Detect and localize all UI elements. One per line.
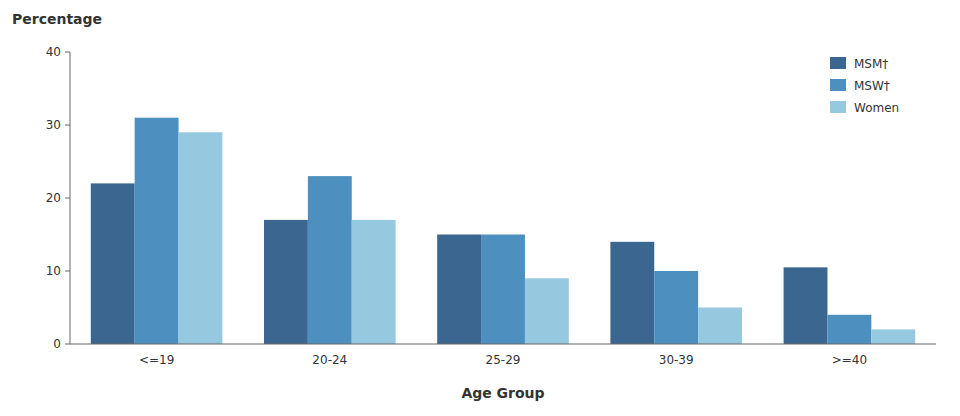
bar [827,315,871,344]
bar [264,220,308,344]
legend-swatch [830,79,846,91]
y-tick [65,198,70,199]
legend-label: MSW† [854,79,890,93]
bar [654,271,698,344]
x-axis: <=19 20-24 25-29 30-39 >=40 [70,344,936,367]
bar [525,278,569,344]
bar [179,132,223,344]
x-tick-label: >=40 [832,353,867,367]
bar [871,329,915,344]
y-tick-label: 20 [46,191,61,205]
x-axis-line [70,344,936,345]
y-axis: 0 10 20 30 40 [46,45,70,351]
bar [135,118,179,344]
y-tick-label: 40 [46,45,61,59]
legend-swatch [830,57,846,69]
x-axis-label: Age Group [461,385,544,401]
y-tick-label: 30 [46,118,61,132]
legend: MSM† MSW† Women [820,46,930,124]
x-tick-label: 30-39 [659,353,694,367]
bar [481,235,525,345]
y-axis-line [70,52,71,344]
y-tick [65,52,70,53]
legend-label: MSM† [854,57,888,71]
bar [784,267,828,344]
bar [437,235,481,345]
bar [610,242,654,344]
y-tick-label: 0 [53,337,61,351]
chart-container: 0 10 20 30 40 <=19 20-24 25-29 30-39 >=40 Age Grou… [0,0,960,416]
x-tick-label: 20-24 [312,353,347,367]
bar [352,220,396,344]
bar [308,176,352,344]
chart: 0 10 20 30 40 <=19 20-24 25-29 30-39 >=40 Age Grou… [0,0,960,416]
y-tick [65,271,70,272]
x-tick-label: 25-29 [486,353,521,367]
y-tick-label: 10 [46,264,61,278]
legend-background [820,46,930,124]
bar [91,183,135,344]
bar [698,308,742,345]
legend-label: Women [854,101,899,115]
y-tick [65,125,70,126]
legend-swatch [830,101,846,113]
x-tick-label: <=19 [139,353,174,367]
y-axis-label: Percentage [12,11,102,27]
y-tick [65,344,70,345]
bars [91,118,915,344]
